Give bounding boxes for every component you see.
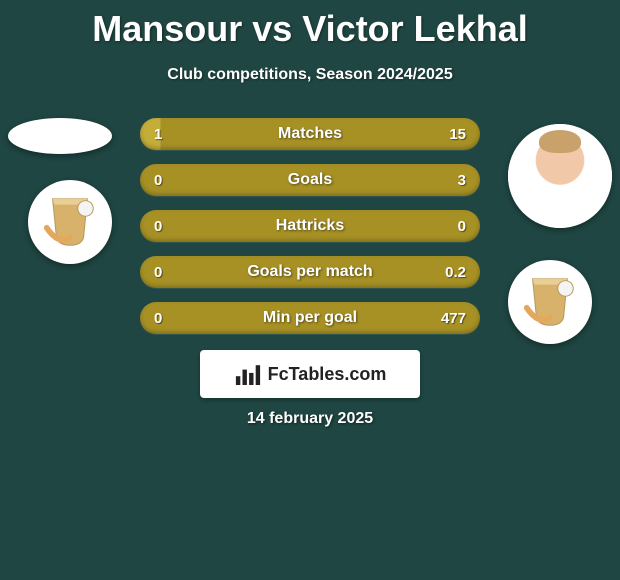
stat-label: Goals: [140, 171, 480, 189]
stat-label: Matches: [140, 125, 480, 143]
face-icon: [508, 124, 612, 228]
stat-row: 0Min per goal477: [140, 302, 480, 334]
site-badge[interactable]: FcTables.com: [200, 350, 420, 398]
stat-row: 1Matches15: [140, 118, 480, 150]
stat-right-value: 0.2: [445, 264, 466, 281]
player1-club-badge: [28, 180, 112, 264]
stat-label: Hattricks: [140, 217, 480, 235]
stat-right-value: 0: [458, 218, 466, 235]
stat-right-value: 477: [441, 310, 466, 327]
stats-panel: 1Matches150Goals30Hattricks00Goals per m…: [140, 118, 480, 348]
page-title: Mansour vs Victor Lekhal: [0, 0, 620, 50]
stat-left-value: 0: [154, 264, 162, 281]
player2-club-badge: [508, 260, 592, 344]
stat-left-value: 1: [154, 126, 162, 143]
stat-right-value: 3: [458, 172, 466, 189]
player1-avatar: [8, 118, 112, 154]
stat-row: 0Hattricks0: [140, 210, 480, 242]
site-label: FcTables.com: [268, 364, 387, 385]
bars-icon: [234, 363, 262, 385]
date-label: 14 february 2025: [0, 410, 620, 428]
stat-left-value: 0: [154, 172, 162, 189]
stat-row: 0Goals3: [140, 164, 480, 196]
subtitle: Club competitions, Season 2024/2025: [0, 66, 620, 84]
stat-row: 0Goals per match0.2: [140, 256, 480, 288]
stat-left-value: 0: [154, 218, 162, 235]
stat-left-value: 0: [154, 310, 162, 327]
player2-avatar: [508, 124, 612, 228]
stat-right-value: 15: [449, 126, 466, 143]
stat-label: Goals per match: [140, 263, 480, 281]
stat-label: Min per goal: [140, 309, 480, 327]
